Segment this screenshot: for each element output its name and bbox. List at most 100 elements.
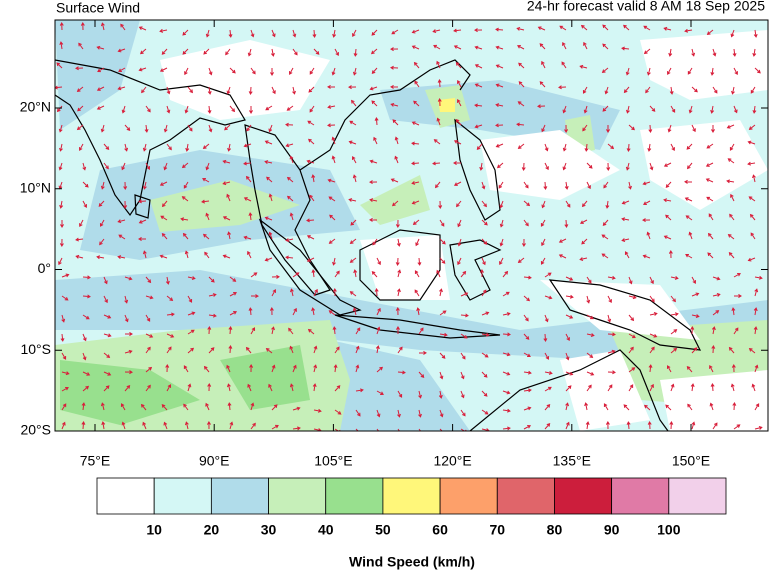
- wind-arrow: [544, 162, 549, 171]
- wind-arrow: [579, 257, 588, 261]
- wind-arrow: [626, 421, 631, 430]
- wind-arrow: [602, 43, 609, 50]
- wind-arrow: [82, 294, 91, 299]
- wind-arrow: [439, 428, 445, 431]
- wind-arrow: [517, 257, 525, 263]
- wind-arrow: [663, 235, 672, 240]
- wind-arrow: [753, 29, 758, 38]
- wind-arrow: [691, 292, 700, 297]
- wind-arrow: [415, 238, 420, 247]
- wind-arrow: [289, 383, 294, 392]
- calm-zone: [660, 370, 768, 431]
- colorbar-box: [668, 477, 727, 515]
- wind-arrow: [688, 231, 693, 240]
- coastline: [359, 229, 441, 301]
- wind-arrow: [82, 314, 90, 320]
- wind-arrow: [165, 276, 170, 285]
- wind-arrow: [292, 426, 301, 431]
- wind-arrow: [523, 275, 532, 280]
- wind-arrow: [145, 384, 151, 392]
- wind-arrow: [187, 276, 196, 280]
- wind-arrow: [117, 48, 126, 53]
- wind-arrow: [728, 251, 735, 259]
- wind-arrow: [516, 26, 525, 31]
- wind-arrow: [351, 156, 357, 164]
- wind-arrow: [707, 252, 714, 259]
- wind-arrow: [558, 238, 567, 243]
- wind-arrow: [416, 307, 421, 316]
- map-axes: 20°N 10°N 0° 10°S 20°S 75°E 90°E 105°E 120°E 135°…: [20, 20, 768, 469]
- wind-arrow: [481, 409, 489, 415]
- wind-arrow: [103, 333, 112, 338]
- wind-arrow: [628, 295, 637, 300]
- wind-arrow: [625, 162, 630, 171]
- wind-arrow: [747, 140, 756, 145]
- wind-arrow: [124, 314, 129, 323]
- wind-arrow: [80, 22, 85, 31]
- wind-arrow: [61, 386, 69, 392]
- wind-arrow: [61, 371, 70, 376]
- wind-arrow: [75, 254, 84, 259]
- wind-arrow: [603, 181, 609, 189]
- wind-arrow: [138, 67, 147, 72]
- wind-arrow: [208, 313, 217, 318]
- coastline: [449, 239, 502, 301]
- wind-arrow: [565, 385, 572, 392]
- wind-arrow: [502, 352, 511, 357]
- wind-arrow: [166, 312, 175, 317]
- wind-arrow: [311, 307, 316, 316]
- wind-arrow: [586, 276, 592, 284]
- wind-arrow: [460, 313, 469, 318]
- lat-label: 0°: [38, 260, 51, 276]
- wind-arrow: [663, 198, 672, 203]
- wind-arrow: [96, 105, 105, 110]
- wind-arrow: [541, 60, 546, 69]
- wind-arrow: [754, 426, 763, 430]
- wind-arrow: [453, 161, 462, 165]
- wind-arrow: [411, 45, 420, 50]
- wind-arrow: [438, 390, 443, 399]
- colorbar-box: [268, 477, 327, 515]
- wind-arrow: [667, 124, 672, 133]
- wind-arrow: [413, 100, 420, 107]
- wind-arrow: [457, 238, 462, 247]
- wind-arrow: [544, 272, 552, 278]
- wind-arrow: [81, 402, 86, 411]
- wind-arrow: [624, 251, 630, 259]
- wind-arrow: [541, 200, 546, 209]
- wind-arrow: [751, 383, 756, 392]
- wind-arrow: [227, 143, 232, 152]
- wind-arrow: [733, 327, 739, 335]
- wind-arrow: [229, 292, 237, 297]
- wind-arrow: [373, 136, 378, 145]
- wind-arrow: [397, 288, 401, 297]
- wind-arrow: [138, 237, 147, 241]
- wind-arrow: [710, 67, 715, 76]
- wind-arrow: [313, 288, 318, 297]
- wind-arrow: [376, 366, 384, 373]
- wind-arrow: [289, 155, 294, 164]
- wind-arrow: [396, 238, 401, 247]
- wind-arrow: [333, 364, 338, 373]
- wind-arrow: [579, 64, 588, 69]
- wind-arrow: [730, 193, 735, 202]
- wind-arrow: [731, 364, 736, 373]
- wind-arrow: [517, 101, 525, 107]
- colorbar-box: [325, 477, 384, 515]
- wind-arrow: [165, 364, 170, 373]
- wind-arrow: [691, 86, 698, 93]
- wind-arrow: [145, 162, 151, 170]
- wind-arrow: [142, 421, 147, 430]
- wind-arrow: [369, 86, 378, 91]
- wind-arrow: [605, 200, 610, 209]
- wind-arrow: [369, 198, 378, 203]
- wind-arrow: [439, 219, 445, 227]
- wind-arrow: [270, 48, 275, 57]
- wind-arrow: [371, 271, 378, 278]
- wind-arrow: [227, 402, 232, 411]
- wind-arrow: [663, 162, 672, 167]
- wind-arrow: [628, 314, 635, 322]
- wind-arrow: [628, 384, 634, 392]
- wind-arrow: [414, 80, 420, 88]
- wind-arrow: [390, 84, 399, 89]
